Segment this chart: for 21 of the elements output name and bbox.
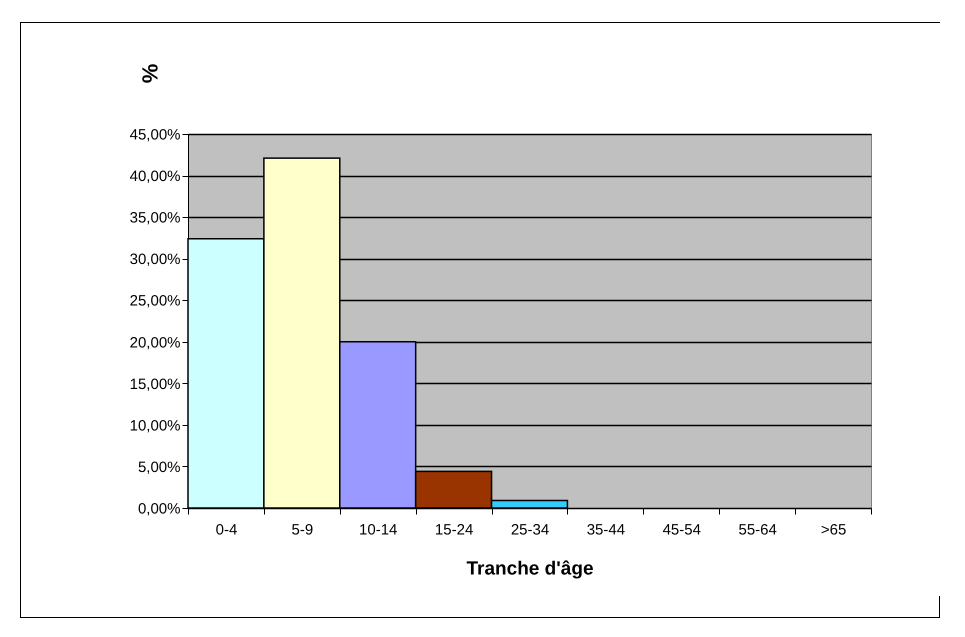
- y-tick-label: 25,00%: [130, 292, 180, 310]
- x-tick-label: 25-34: [510, 522, 550, 538]
- y-tick-label: 40,00%: [130, 168, 180, 186]
- x-tick-label: 5-9: [291, 522, 314, 538]
- x-axis-title: Tranche d'âge: [466, 558, 594, 580]
- y-tick-label: 30,00%: [130, 251, 180, 268]
- y-tick-label: 45,00%: [130, 126, 180, 144]
- y-axis-title: %: [138, 64, 162, 84]
- y-tick-label: 20,00%: [130, 334, 180, 352]
- x-tick-label: 35-44: [586, 522, 626, 538]
- x-tick-label: 15-24: [434, 522, 474, 538]
- y-tick-label: 10,00%: [130, 417, 180, 434]
- x-tick-label: 55-64: [738, 522, 777, 538]
- x-tick-label: 45-54: [662, 522, 701, 538]
- y-tick-label: 0,00%: [138, 500, 180, 518]
- y-tick-label: 35,00%: [130, 210, 180, 227]
- y-tick-label: 15,00%: [130, 376, 180, 393]
- x-tick-label: 0-4: [216, 522, 238, 538]
- x-tick-label: 10-14: [359, 522, 398, 538]
- x-tick-label: >65: [820, 522, 846, 538]
- y-tick-label: 5,00%: [138, 458, 180, 476]
